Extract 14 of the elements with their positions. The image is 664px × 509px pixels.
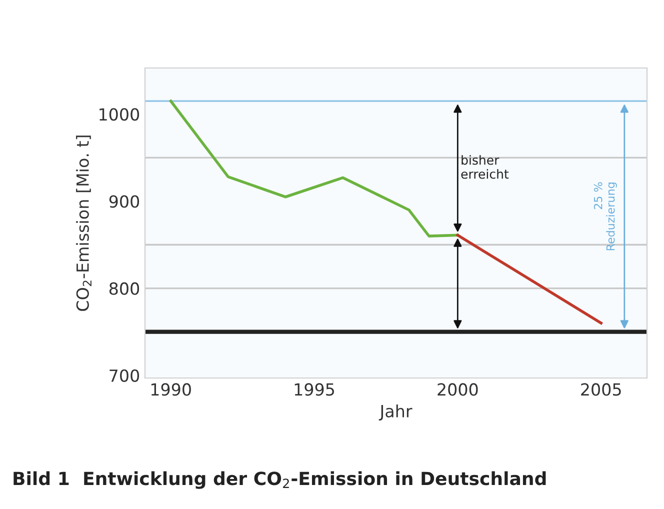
text: Bild 1 Entwicklung der CO$_{2}$-Emission in Deutschland bbox=[14, 471, 546, 489]
y-tick-label: 900 bbox=[109, 195, 140, 208]
annotation: bisher erreicht bbox=[461, 155, 509, 179]
annotation: 25 % Reduzierung bbox=[594, 182, 617, 250]
x-tick-label: 1990 bbox=[151, 383, 191, 396]
x-tick-label: 1995 bbox=[294, 383, 334, 396]
x-axis-title: Jahr bbox=[378, 404, 412, 421]
y-tick-label: 700 bbox=[110, 369, 140, 382]
line-series bbox=[169, 100, 460, 238]
y-tick-label: 1000 bbox=[100, 108, 140, 121]
y-tick-label: 800 bbox=[109, 282, 140, 295]
x-tick-label: 2000 bbox=[438, 383, 478, 396]
y-axis-title: CO$_{2}$-Emission [Mio. t] bbox=[76, 136, 92, 311]
x-tick-label: 2005 bbox=[581, 383, 621, 396]
